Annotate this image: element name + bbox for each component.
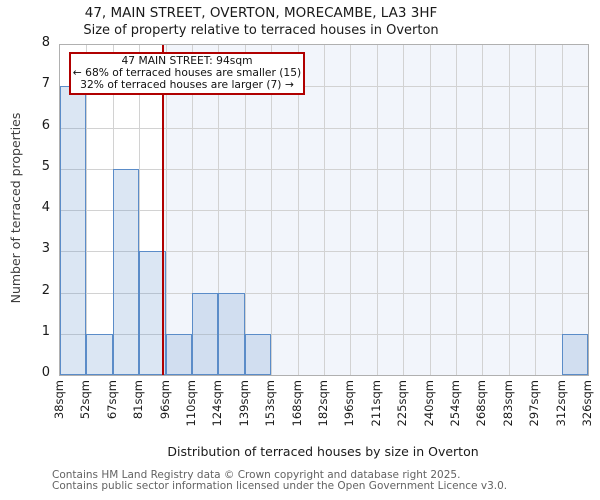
y-tick-label: 6: [41, 117, 50, 133]
x-tick-label: 268sqm: [474, 380, 489, 427]
histogram-bar: [60, 86, 87, 375]
vertical-gridline: [244, 45, 246, 375]
vertical-gridline: [535, 45, 537, 375]
vertical-gridline: [429, 45, 431, 375]
annotation-line-3: 32% of terraced houses are larger (7) →: [80, 78, 294, 91]
histogram-bar: [561, 333, 588, 375]
x-tick-label: 283sqm: [500, 380, 515, 427]
vertical-gridline: [482, 45, 484, 375]
marker-annotation-box: 47 MAIN STREET: 94sqm ← 68% of terraced …: [69, 52, 305, 95]
x-tick-label: 96sqm: [157, 380, 172, 420]
vertical-gridline: [297, 45, 299, 375]
x-tick-label: 254sqm: [448, 380, 462, 427]
x-tick-label: 196sqm: [342, 380, 357, 427]
x-tick-label: 153sqm: [263, 380, 278, 427]
chart-title: 47, MAIN STREET, OVERTON, MORECAMBE, LA3…: [84, 5, 438, 21]
x-tick-label: 168sqm: [289, 380, 304, 427]
histogram-bar: [218, 292, 245, 375]
histogram-bar: [244, 333, 272, 375]
vertical-gridline: [324, 45, 325, 375]
histogram-bar: [165, 333, 192, 375]
vertical-gridline: [139, 45, 141, 375]
x-tick-label: 225sqm: [395, 380, 410, 427]
y-tick-label: 8: [41, 35, 50, 50]
vertical-gridline: [350, 45, 352, 375]
y-tick-label: 0: [41, 365, 50, 380]
x-tick-label: 67sqm: [104, 380, 119, 420]
histogram-bar: [192, 292, 219, 375]
property-size-marker-line: [161, 45, 164, 375]
histogram-bar: [139, 251, 166, 375]
y-tick-label: 3: [41, 241, 50, 257]
annotation-line-2: ← 68% of terraced houses are smaller (15…: [72, 66, 302, 79]
title-block: 47, MAIN STREET, OVERTON, MORECAMBE, LA3…: [0, 5, 522, 39]
histogram-bar: [86, 333, 113, 375]
x-tick-label: 81sqm: [131, 380, 146, 420]
histogram-bar: [112, 168, 140, 375]
x-tick-label: 52sqm: [78, 380, 93, 420]
annotation-line-1: 47 MAIN STREET: 94sqm: [121, 54, 253, 67]
x-axis-label: Distribution of terraced houses by size …: [167, 444, 479, 459]
vertical-gridline: [376, 45, 378, 375]
y-tick-label: 1: [41, 323, 50, 339]
vertical-gridline: [218, 45, 220, 375]
vertical-gridline: [403, 45, 405, 375]
y-tick-label: 4: [41, 200, 50, 215]
vertical-gridline: [165, 45, 167, 375]
x-tick-label: 110sqm: [184, 380, 198, 427]
x-tick-label: 240sqm: [421, 380, 436, 427]
vertical-gridline: [561, 45, 563, 375]
x-tick-label: 312sqm: [553, 380, 568, 427]
vertical-gridline: [86, 45, 88, 375]
x-tick-label: 38sqm: [52, 380, 66, 420]
footer-attribution-line-1: Contains HM Land Registry data © Crown c…: [52, 469, 461, 481]
x-tick-label: 139sqm: [236, 380, 251, 427]
chart-subtitle: Size of property relative to terraced ho…: [83, 23, 439, 38]
x-tick-label: 211sqm: [368, 380, 383, 427]
vertical-gridline: [271, 45, 273, 375]
footer-attribution-line-2: Contains public sector information licen…: [52, 480, 508, 492]
vertical-gridline: [192, 45, 193, 375]
x-tick-label: 124sqm: [210, 380, 225, 427]
x-tick-label: 326sqm: [580, 380, 594, 427]
x-tick-label: 297sqm: [527, 380, 542, 427]
x-tick-label: 182sqm: [316, 380, 330, 427]
vertical-gridline: [456, 45, 457, 375]
plot-area: 47 MAIN STREET: 94sqm ← 68% of terraced …: [59, 44, 589, 376]
y-tick-label: 7: [41, 76, 50, 92]
y-tick-label: 5: [41, 158, 50, 174]
vertical-gridline: [508, 45, 510, 375]
y-tick-label: 2: [41, 282, 50, 298]
